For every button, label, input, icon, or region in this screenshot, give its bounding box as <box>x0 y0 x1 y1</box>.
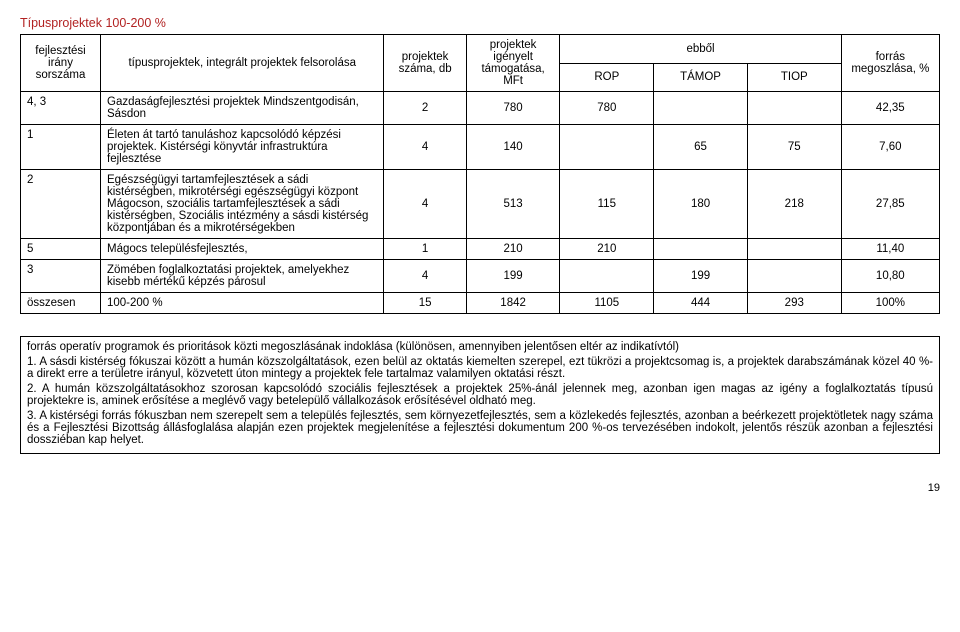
header-felsorolas: típusprojektek, integrált projektek fels… <box>101 35 384 92</box>
header-irany: fejlesztési irány sorszáma <box>21 35 101 92</box>
cell-total-tamop: 444 <box>654 293 748 314</box>
cell-total-forras: 100% <box>841 293 939 314</box>
cell-felsorolas: Zömében foglalkoztatási projektek, amely… <box>101 260 384 293</box>
notes-p2: 2. A humán közszolgáltatásokhoz szorosan… <box>27 383 933 407</box>
table-total-row: összesen100-200 %1518421105444293100% <box>21 293 940 314</box>
cell-igeny: 780 <box>466 92 560 125</box>
header-szam: projektek száma, db <box>384 35 466 92</box>
header-rop: ROP <box>560 63 654 92</box>
cell-felsorolas: Életen át tartó tanuláshoz kapcsolódó ké… <box>101 125 384 170</box>
cell-irany: 2 <box>21 170 101 239</box>
cell-felsorolas: Egészségügyi tartamfejlesztések a sádi k… <box>101 170 384 239</box>
cell-rop: 780 <box>560 92 654 125</box>
cell-irany: 1 <box>21 125 101 170</box>
cell-total-szam: 15 <box>384 293 466 314</box>
header-tiop: TIOP <box>747 63 841 92</box>
table-row: 3Zömében foglalkoztatási projektek, amel… <box>21 260 940 293</box>
cell-szam: 4 <box>384 170 466 239</box>
cell-igeny: 199 <box>466 260 560 293</box>
cell-total-tiop: 293 <box>747 293 841 314</box>
cell-rop <box>560 260 654 293</box>
cell-tiop <box>747 260 841 293</box>
cell-tamop: 65 <box>654 125 748 170</box>
cell-igeny: 140 <box>466 125 560 170</box>
table-row: 1Életen át tartó tanuláshoz kapcsolódó k… <box>21 125 940 170</box>
cell-irany: 4, 3 <box>21 92 101 125</box>
cell-szam: 2 <box>384 92 466 125</box>
cell-felsorolas: Mágocs településfejlesztés, <box>101 239 384 260</box>
cell-tamop: 199 <box>654 260 748 293</box>
cell-rop: 210 <box>560 239 654 260</box>
cell-tiop: 218 <box>747 170 841 239</box>
cell-forras: 42,35 <box>841 92 939 125</box>
cell-tiop: 75 <box>747 125 841 170</box>
notes-table: forrás operatív programok és prioritások… <box>20 336 940 454</box>
notes-section: forrás operatív programok és prioritások… <box>20 336 940 454</box>
cell-forras: 10,80 <box>841 260 939 293</box>
cell-rop <box>560 125 654 170</box>
cell-total-fels: 100-200 % <box>101 293 384 314</box>
cell-forras: 27,85 <box>841 170 939 239</box>
table-row: 2Egészségügyi tartamfejlesztések a sádi … <box>21 170 940 239</box>
header-tamop: TÁMOP <box>654 63 748 92</box>
cell-forras: 11,40 <box>841 239 939 260</box>
cell-igeny: 513 <box>466 170 560 239</box>
cell-tamop: 180 <box>654 170 748 239</box>
cell-tiop <box>747 92 841 125</box>
cell-szam: 4 <box>384 260 466 293</box>
cell-tiop <box>747 239 841 260</box>
table-row: 5Mágocs településfejlesztés,121021011,40 <box>21 239 940 260</box>
header-forras: forrás megoszlása, % <box>841 35 939 92</box>
cell-irany: 3 <box>21 260 101 293</box>
category-title: Típusprojektek 100-200 % <box>20 16 940 30</box>
cell-tamop <box>654 92 748 125</box>
cell-forras: 7,60 <box>841 125 939 170</box>
header-ebbol: ebből <box>560 35 841 64</box>
notes-p3: 3. A kistérségi forrás fókuszban nem sze… <box>27 410 933 446</box>
notes-intro: forrás operatív programok és prioritások… <box>27 341 933 353</box>
projects-table: fejlesztési irány sorszáma típusprojekte… <box>20 34 940 314</box>
cell-tamop <box>654 239 748 260</box>
cell-irany: 5 <box>21 239 101 260</box>
table-row: 4, 3Gazdaságfejlesztési projektek Mindsz… <box>21 92 940 125</box>
cell-felsorolas: Gazdaságfejlesztési projektek Mindszentg… <box>101 92 384 125</box>
cell-total-igeny: 1842 <box>466 293 560 314</box>
page-number: 19 <box>20 482 940 494</box>
notes-p1: 1. A sásdi kistérség fókuszai között a h… <box>27 356 933 380</box>
cell-rop: 115 <box>560 170 654 239</box>
cell-total-rop: 1105 <box>560 293 654 314</box>
header-igenyelt: projektek igényelt támogatása, MFt <box>466 35 560 92</box>
cell-szam: 4 <box>384 125 466 170</box>
cell-igeny: 210 <box>466 239 560 260</box>
cell-szam: 1 <box>384 239 466 260</box>
cell-total-label: összesen <box>21 293 101 314</box>
